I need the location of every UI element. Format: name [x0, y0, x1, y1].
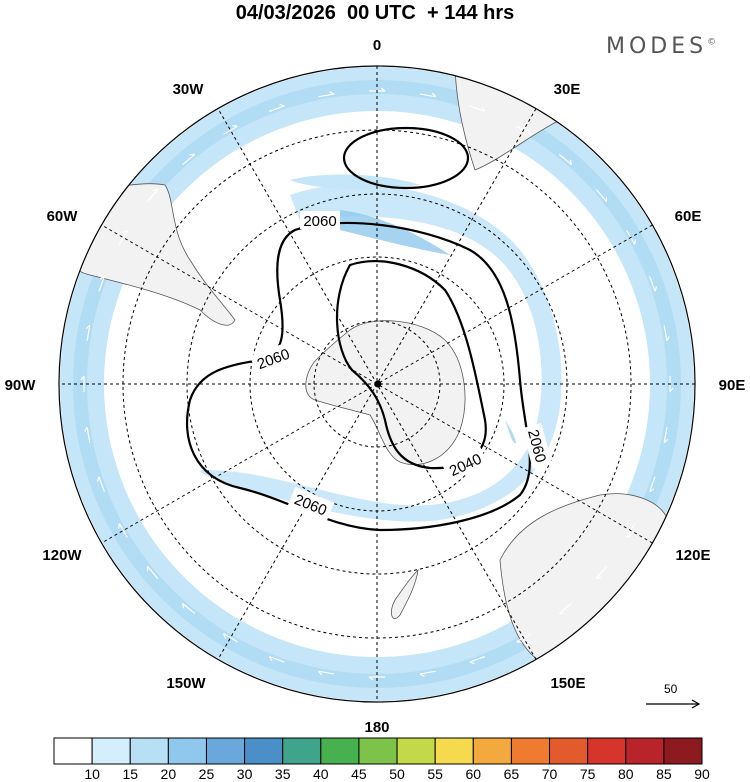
- colorbar-label: 45: [351, 766, 367, 782]
- colorbar-swatch: [205, 737, 246, 765]
- colorbar-swatch: [129, 737, 169, 765]
- colorbar-swatch: [663, 737, 703, 765]
- colorbar-swatch: [358, 737, 398, 765]
- colorbar-label: 30: [236, 766, 253, 782]
- wind-arrow: [649, 276, 658, 292]
- colorbar-swatch: [282, 737, 322, 765]
- colorbar-swatch: [244, 737, 284, 765]
- wind-arrow: [595, 189, 608, 203]
- wind-arrow: [419, 92, 437, 98]
- colorbar-label: 10: [84, 766, 100, 782]
- contour-ring: [342, 126, 470, 190]
- colorbar-swatch: [549, 737, 589, 765]
- wind-arrow: [85, 324, 91, 342]
- lon-label-30e: 30E: [554, 81, 581, 98]
- lon-label-150w: 150W: [166, 675, 206, 692]
- jet-core-2: [505, 420, 516, 444]
- wind-arrow: [98, 275, 105, 292]
- colorbar-label: 65: [503, 766, 520, 782]
- colorbar-swatch: [167, 737, 207, 765]
- wind-arrow: [318, 91, 335, 98]
- wind-arrow: [96, 476, 105, 492]
- contour-label: 2060: [303, 213, 336, 230]
- colorbar-swatch: [434, 737, 474, 765]
- colorbar-label: 55: [427, 766, 443, 782]
- colorbar-label: 35: [274, 766, 291, 782]
- wind-arrow: [595, 565, 608, 580]
- colorbar-swatch: [53, 737, 93, 765]
- wind-scale-arrow: [646, 699, 701, 709]
- colorbar: [53, 737, 703, 765]
- lon-label-30w: 30W: [173, 81, 205, 98]
- wind-arrow: [269, 103, 285, 112]
- wind-arrow: [118, 230, 128, 245]
- lon-label-180: 180: [364, 719, 389, 736]
- wind-vectors: [80, 87, 674, 681]
- colorbar-label: 70: [541, 766, 558, 782]
- map-border: [58, 65, 696, 703]
- lon-label-120w: 120W: [42, 547, 82, 564]
- wind-arrow: [223, 633, 238, 643]
- colorbar-swatch: [587, 737, 627, 765]
- colorbar-swatch: [472, 737, 512, 765]
- colorbar-label: 50: [389, 766, 405, 782]
- wind-arrow: [80, 375, 85, 392]
- lon-label-150e: 150E: [550, 675, 585, 692]
- colorbar-label: 75: [579, 766, 596, 782]
- jet-core-1: [340, 210, 450, 255]
- antarctica: [305, 320, 466, 466]
- map-title: 04/03/2026 00 UTC + 144 hrs: [235, 2, 515, 24]
- colorbar-swatch: [91, 737, 131, 765]
- colorbar-swatch: [625, 737, 665, 765]
- colorbar-label: 85: [656, 766, 672, 782]
- wind-arrow: [419, 670, 436, 677]
- lon-label-120e: 120E: [675, 547, 710, 564]
- colorbar-swatch: [510, 737, 551, 765]
- lon-label-90w: 90W: [5, 377, 37, 394]
- colorbar-label: 25: [198, 766, 215, 782]
- colorbar-label: 80: [617, 766, 634, 782]
- wind-arrow: [268, 656, 285, 663]
- colorbar-label: 15: [122, 766, 139, 782]
- wind-arrow: [663, 325, 670, 342]
- wind-arrow: [368, 676, 385, 681]
- wind-arrow: [317, 670, 335, 676]
- lon-label-60e: 60E: [675, 208, 702, 225]
- wind-scale-label: 50: [664, 682, 678, 696]
- jet-patch: [290, 174, 420, 189]
- wind-arrow: [118, 523, 128, 538]
- wind-arrow: [469, 656, 485, 665]
- new-zealand: [390, 568, 419, 619]
- lon-label-0: 0: [373, 37, 381, 54]
- wind-arrow: [558, 602, 572, 615]
- colorbar-label: 40: [313, 766, 329, 782]
- wind-arrow: [558, 153, 573, 166]
- colorbar-label: 90: [694, 766, 710, 782]
- pole-marker: [374, 380, 382, 388]
- wind-arrow: [181, 602, 196, 615]
- wind-arrow: [469, 105, 486, 112]
- colorbar-label: 60: [465, 766, 482, 782]
- lon-label-60w: 60W: [47, 208, 79, 225]
- colorbar-swatch: [320, 737, 360, 765]
- brand-mark: ©: [707, 37, 717, 48]
- wind-arrow: [182, 153, 196, 166]
- brand-logo: MODES©: [606, 34, 716, 59]
- wind-arrow: [649, 476, 656, 493]
- wind-arrow: [223, 125, 238, 135]
- wind-arrow: [146, 565, 159, 579]
- brand-text: MODES: [606, 34, 708, 59]
- wind-arrow: [663, 426, 669, 444]
- lon-label-90e: 90E: [719, 377, 746, 394]
- colorbar-swatch: [396, 737, 436, 765]
- wind-arrow: [84, 426, 91, 443]
- colorbar-label: 20: [160, 766, 177, 782]
- wind-arrow: [146, 188, 159, 203]
